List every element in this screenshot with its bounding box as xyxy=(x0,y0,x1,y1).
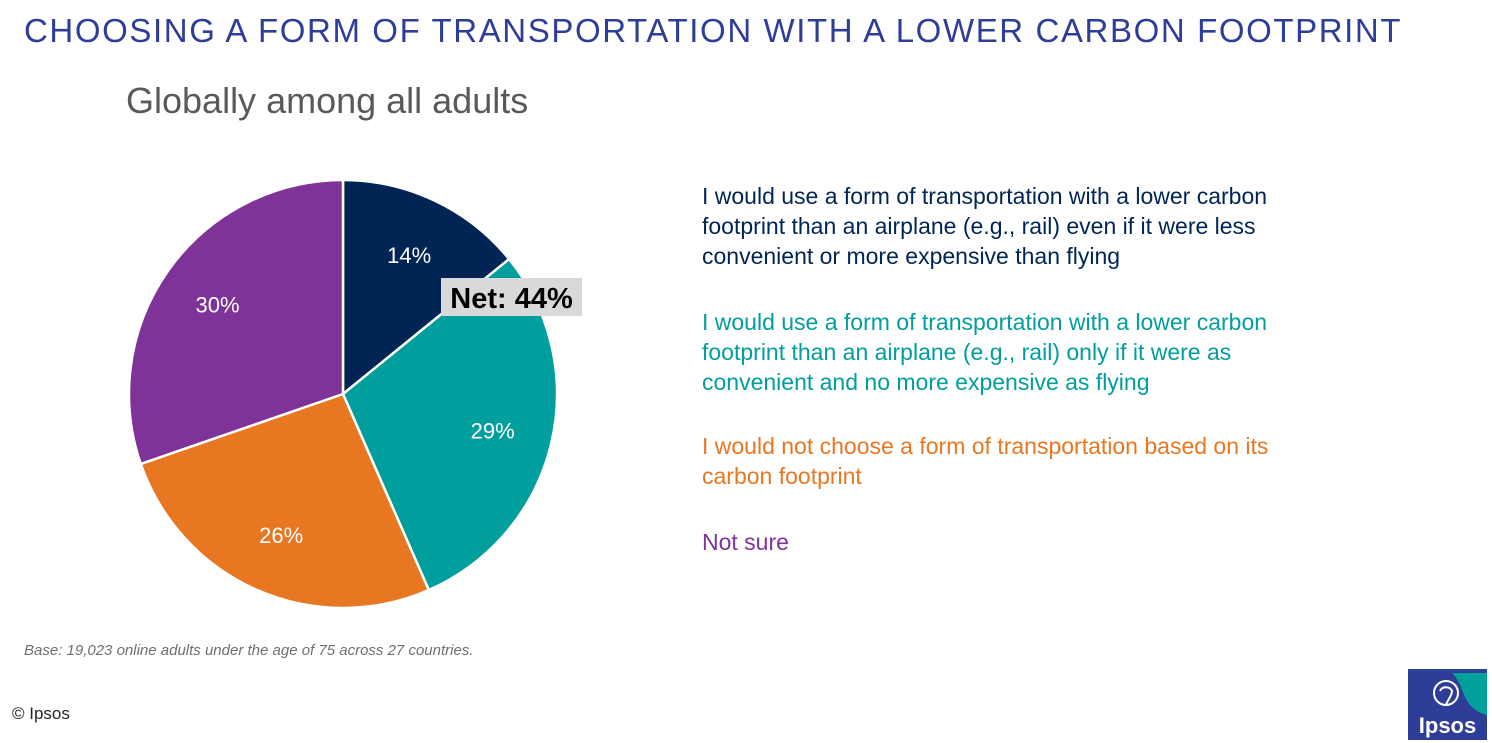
slice-label-would-not-choose: 26% xyxy=(259,523,303,548)
chart-title: CHOOSING A FORM OF TRANSPORTATION WITH A… xyxy=(24,12,1403,49)
net-annotation: Net: 44% xyxy=(441,278,582,316)
pie-slice-not-sure xyxy=(127,178,345,466)
legend-item-less-convenient: I would use a form of transportation wit… xyxy=(702,183,1268,269)
pie-chart: 14% 29% 26% 30% Net: 44% xyxy=(127,178,582,610)
base-note: Base: 19,023 online adults under the age… xyxy=(24,642,474,659)
net-annotation-text: Net: 44% xyxy=(450,283,573,315)
pie-slice-less-convenient xyxy=(341,178,511,396)
ipsos-logo-icon xyxy=(1433,673,1487,715)
slice-label-less-convenient: 14% xyxy=(387,243,431,268)
logo-text: Ipsos xyxy=(1419,713,1476,738)
pie-slice-would-not-choose xyxy=(139,392,431,610)
legend-item-not-sure: Not sure xyxy=(702,529,789,555)
legend-item-as-convenient: I would use a form of transportation wit… xyxy=(702,309,1268,395)
net-annotation-box xyxy=(441,278,582,316)
slice-label-as-convenient: 29% xyxy=(471,418,515,443)
ipsos-logo: Ipsos xyxy=(1408,669,1487,740)
chart-subtitle: Globally among all adults xyxy=(126,80,529,121)
legend-item-would-not-choose: I would not choose a form of transportat… xyxy=(702,433,1269,489)
slice-label-not-sure: 30% xyxy=(195,293,239,318)
copyright: © Ipsos xyxy=(12,704,70,723)
